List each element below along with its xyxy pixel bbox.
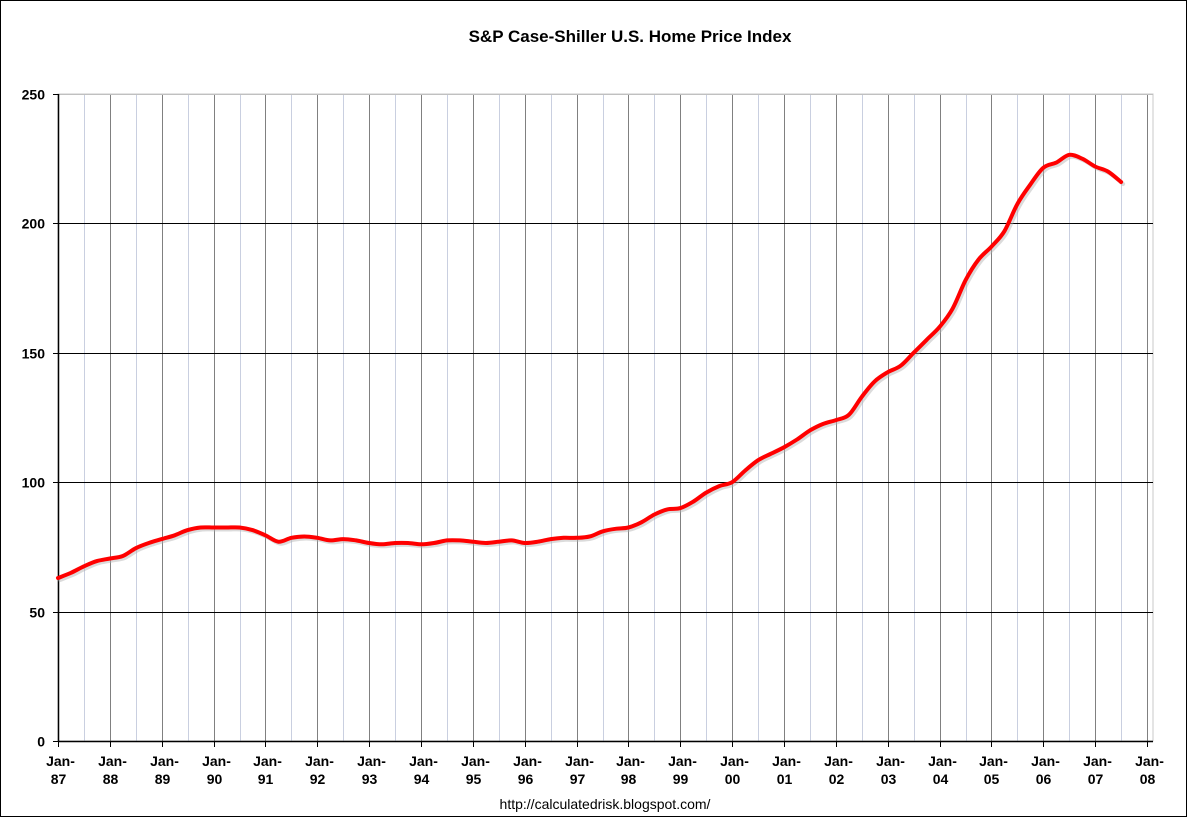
x-tick-label-month: Jan- bbox=[668, 753, 697, 769]
series-line bbox=[56, 152, 1124, 580]
x-axis-ticks: Jan- 87 Jan- 88 Jan- 89 Jan- 90 Jan- 91 Jan- 92 Jan-… bbox=[46, 741, 1164, 787]
x-tick-label-year: 96 bbox=[518, 771, 534, 787]
y-tick-label: 150 bbox=[22, 346, 46, 362]
y-tick-label: 50 bbox=[29, 605, 45, 621]
year-gridlines bbox=[110, 94, 1148, 741]
x-tick-label-month: Jan- bbox=[720, 753, 749, 769]
x-tick-label-year: 99 bbox=[673, 771, 689, 787]
x-tick-label-month: Jan- bbox=[1135, 753, 1164, 769]
x-tick-label-month: Jan- bbox=[461, 753, 490, 769]
y-axis-ticks: 0 50 100 150 200 250 bbox=[22, 87, 58, 750]
x-tick-label-month: Jan- bbox=[928, 753, 957, 769]
x-tick-label-year: 97 bbox=[570, 771, 586, 787]
x-tick-label-year: 08 bbox=[1140, 771, 1156, 787]
y-tick-label: 200 bbox=[22, 216, 46, 232]
chart-title: S&P Case-Shiller U.S. Home Price Index bbox=[469, 27, 792, 46]
x-tick-label-year: 89 bbox=[155, 771, 171, 787]
y-tick-label: 250 bbox=[22, 87, 46, 103]
x-tick-label-year: 04 bbox=[933, 771, 949, 787]
x-tick-label-month: Jan- bbox=[979, 753, 1008, 769]
x-tick-label-month: Jan- bbox=[305, 753, 334, 769]
x-tick-label-month: Jan- bbox=[409, 753, 438, 769]
x-tick-label-year: 95 bbox=[466, 771, 482, 787]
horizontal-gridlines bbox=[58, 94, 1153, 613]
x-tick-label-month: Jan- bbox=[772, 753, 801, 769]
x-tick-label-year: 98 bbox=[621, 771, 637, 787]
x-tick-label-year: 06 bbox=[1036, 771, 1052, 787]
x-tick-label-year: 03 bbox=[881, 771, 897, 787]
x-tick-label-year: 94 bbox=[414, 771, 430, 787]
x-tick-label-year: 87 bbox=[51, 771, 67, 787]
plot-background bbox=[57, 93, 1154, 742]
x-tick-label-month: Jan- bbox=[98, 753, 127, 769]
x-tick-label-year: 07 bbox=[1088, 771, 1104, 787]
source-url: http://calculatedrisk.blogspot.com/ bbox=[500, 796, 711, 812]
x-tick-label-year: 01 bbox=[777, 771, 793, 787]
x-tick-label-year: 00 bbox=[725, 771, 741, 787]
x-tick-label-month: Jan- bbox=[1083, 753, 1112, 769]
x-tick-label-year: 05 bbox=[984, 771, 1000, 787]
x-tick-label-month: Jan- bbox=[565, 753, 594, 769]
x-tick-label-month: Jan- bbox=[876, 753, 905, 769]
y-tick-label: 0 bbox=[37, 734, 45, 750]
x-tick-label-month: Jan- bbox=[253, 753, 282, 769]
x-tick-label-year: 92 bbox=[310, 771, 326, 787]
x-tick-label-month: Jan- bbox=[46, 753, 75, 769]
x-tick-label-year: 88 bbox=[103, 771, 119, 787]
x-tick-label-month: Jan- bbox=[513, 753, 542, 769]
x-tick-label-year: 91 bbox=[258, 771, 274, 787]
minor-gridlines bbox=[84, 94, 1122, 741]
x-tick-label-month: Jan- bbox=[616, 753, 645, 769]
series-layer bbox=[56, 152, 1126, 582]
x-tick-label-year: 90 bbox=[207, 771, 223, 787]
axes bbox=[57, 94, 1153, 743]
x-tick-label-month: Jan- bbox=[1031, 753, 1060, 769]
x-tick-label-month: Jan- bbox=[202, 753, 231, 769]
x-tick-label-month: Jan- bbox=[357, 753, 386, 769]
x-tick-label-year: 02 bbox=[829, 771, 845, 787]
x-tick-label-month: Jan- bbox=[150, 753, 179, 769]
y-tick-label: 100 bbox=[22, 475, 46, 491]
x-tick-label-year: 93 bbox=[362, 771, 378, 787]
x-tick-label-month: Jan- bbox=[824, 753, 853, 769]
plot-area bbox=[57, 93, 1154, 742]
